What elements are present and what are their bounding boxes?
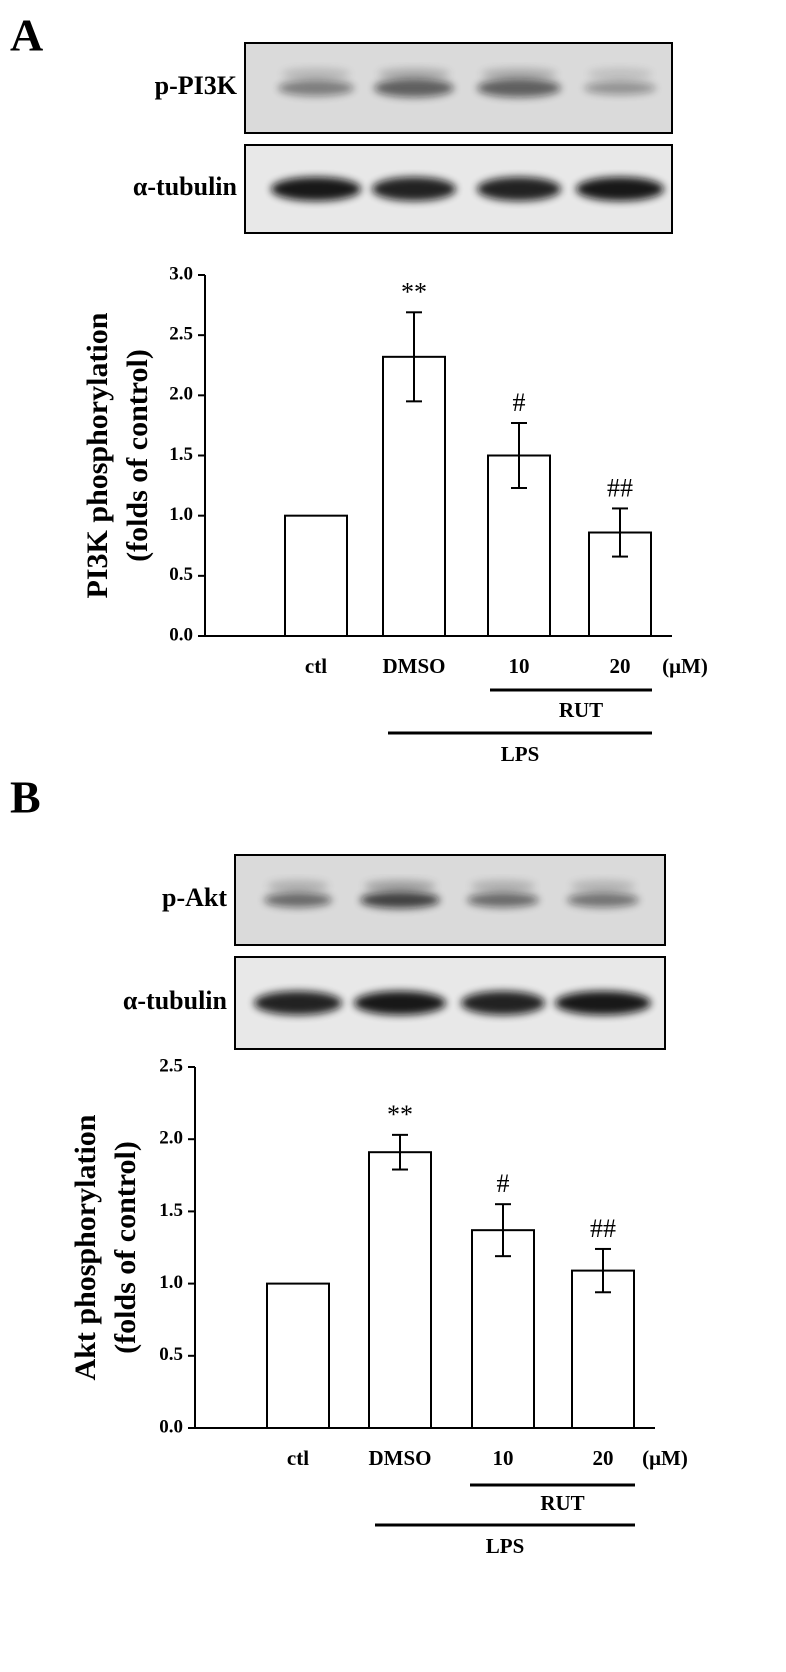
blot-label: α-tubulin <box>133 172 238 201</box>
error-bar <box>495 1203 511 1258</box>
y-tick-label: 0.0 <box>159 1416 183 1437</box>
error-bar <box>511 422 527 489</box>
y-tick-label: 0.5 <box>169 564 193 585</box>
y-tick-label: 1.5 <box>159 1200 183 1221</box>
blot-band <box>372 177 456 201</box>
x-tick-label: DMSO <box>369 1446 432 1470</box>
blot-band <box>254 991 342 1015</box>
y-axis-label: PI3K phosphorylation <box>81 312 114 598</box>
y-tick-label: 2.0 <box>169 384 193 405</box>
blot-band <box>587 68 653 80</box>
blot-band <box>467 892 539 908</box>
y-axis-label: Akt phosphorylation <box>69 1114 102 1380</box>
panel-letter: A <box>10 10 43 61</box>
blot-band <box>481 68 557 80</box>
annotation: ** <box>387 1100 413 1129</box>
x-tick-label: ctl <box>305 654 327 678</box>
y-tick-label: 3.0 <box>169 263 193 284</box>
bar <box>266 1282 330 1429</box>
error-bar <box>406 311 422 403</box>
blot-label: α-tubulin <box>123 986 228 1015</box>
blot-label: p-Akt <box>162 883 227 912</box>
y-axis-label: (folds of control) <box>121 349 154 562</box>
blot-band <box>267 880 329 892</box>
blot-band <box>281 68 351 80</box>
y-tick-label: 1.0 <box>169 504 193 525</box>
blot-band <box>278 80 354 96</box>
y-tick-label: 2.0 <box>159 1128 183 1149</box>
x-tick-label: 10 <box>493 1446 514 1470</box>
bar <box>284 514 348 638</box>
annotation: ** <box>401 277 427 306</box>
annotation: # <box>497 1169 510 1198</box>
blot-band <box>360 891 440 909</box>
blot-band <box>461 991 545 1015</box>
annotation: ## <box>607 473 633 502</box>
y-tick-label: 1.5 <box>169 444 193 465</box>
blot-band <box>271 177 361 201</box>
error-bar <box>595 1247 611 1294</box>
y-tick-label: 0.0 <box>169 624 193 645</box>
blot-band <box>567 892 639 908</box>
x-tick-label: 20 <box>610 654 631 678</box>
blot-band <box>378 68 450 80</box>
blot-band <box>477 177 561 201</box>
annotation: ## <box>590 1214 616 1243</box>
annotation: # <box>513 388 526 417</box>
x-tick-label: 20 <box>593 1446 614 1470</box>
blot-band <box>570 880 636 892</box>
blot-band <box>374 78 454 98</box>
unit-label: (μM) <box>642 1446 688 1470</box>
blot-band <box>576 177 664 201</box>
group-label: RUT <box>540 1491 584 1515</box>
bar <box>571 1269 635 1429</box>
blot-band <box>470 880 536 892</box>
y-tick-label: 1.0 <box>159 1272 183 1293</box>
blot-band <box>584 81 656 95</box>
x-tick-label: ctl <box>287 1446 309 1470</box>
bar <box>471 1229 535 1429</box>
y-tick-label: 0.5 <box>159 1344 183 1365</box>
group-label: RUT <box>559 698 603 722</box>
blot-band <box>354 991 446 1015</box>
unit-label: (μM) <box>662 654 708 678</box>
blot-band <box>555 991 651 1015</box>
blot-band <box>364 880 436 892</box>
x-tick-label: DMSO <box>383 654 446 678</box>
error-bar <box>612 507 628 558</box>
blot-band <box>264 892 332 908</box>
panel-letter: B <box>10 772 41 823</box>
y-tick-label: 2.5 <box>159 1055 183 1076</box>
y-axis-label: (folds of control) <box>109 1141 142 1354</box>
blot-band <box>477 78 561 98</box>
blot-label: p-PI3K <box>155 71 238 100</box>
bar <box>368 1151 432 1430</box>
y-tick-label: 2.5 <box>169 324 193 345</box>
error-bar <box>392 1133 408 1171</box>
x-tick-label: 10 <box>509 654 530 678</box>
group-label: LPS <box>501 742 540 766</box>
group-label: LPS <box>486 1534 525 1558</box>
